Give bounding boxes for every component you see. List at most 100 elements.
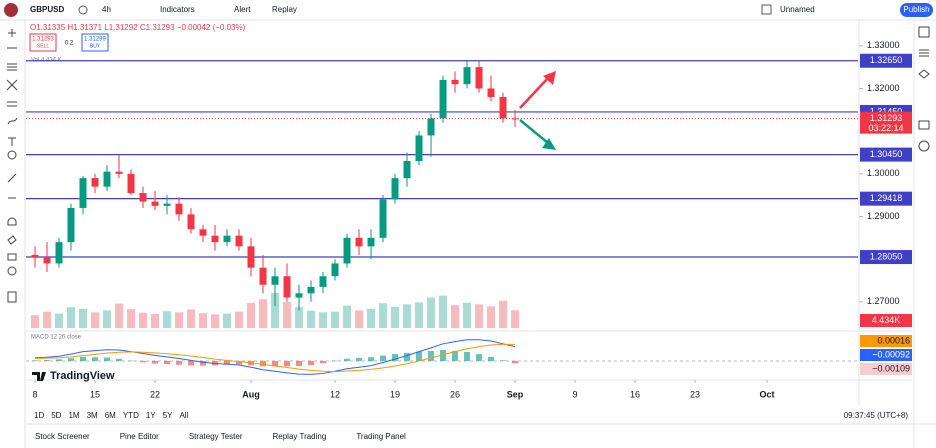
candle-body bbox=[391, 178, 399, 200]
candle-body bbox=[415, 135, 423, 162]
volume-bar bbox=[451, 305, 460, 328]
volume-bar bbox=[127, 309, 136, 328]
level-label-box bbox=[860, 250, 912, 265]
macd-histogram bbox=[80, 356, 87, 361]
macd-histogram bbox=[188, 360, 195, 366]
candle-body bbox=[487, 88, 495, 98]
candle-body bbox=[55, 242, 63, 264]
candle-body bbox=[115, 171, 123, 174]
range-button[interactable]: 1M bbox=[68, 411, 79, 420]
range-button[interactable]: 5D bbox=[51, 411, 61, 420]
checkbox[interactable] bbox=[761, 4, 772, 15]
candle-body bbox=[451, 79, 459, 85]
volume-bar bbox=[307, 310, 316, 328]
countdown: 03:22:14 bbox=[868, 123, 903, 133]
bottom-tab[interactable]: Stock Screener bbox=[35, 432, 90, 441]
volume-bar bbox=[151, 314, 160, 328]
candle-body bbox=[175, 203, 183, 215]
macd-histogram bbox=[428, 350, 435, 361]
volume-bar bbox=[211, 314, 220, 328]
side-tools[interactable] bbox=[918, 26, 930, 152]
bottom-tab[interactable]: Pine Editor bbox=[120, 432, 159, 441]
macd-histogram bbox=[356, 357, 363, 361]
macd-histogram bbox=[164, 360, 171, 365]
add-icon[interactable] bbox=[78, 5, 88, 15]
macd-histogram bbox=[452, 350, 459, 361]
indicators[interactable]: Indicators bbox=[160, 5, 195, 14]
clock: 09:37:45 (UTC+8) bbox=[844, 411, 909, 420]
volume-bar bbox=[115, 303, 124, 328]
candle-body bbox=[463, 67, 471, 85]
x-tick-label: 16 bbox=[630, 389, 640, 399]
candle-body bbox=[295, 293, 303, 298]
volume-bar bbox=[343, 305, 352, 328]
candle-body bbox=[247, 246, 255, 268]
candle-body bbox=[319, 276, 327, 287]
macd-histogram bbox=[284, 360, 291, 367]
volume-bar bbox=[235, 311, 244, 328]
publish-label[interactable]: Publish bbox=[903, 5, 929, 14]
range-button[interactable]: 1D bbox=[34, 411, 44, 420]
candle-body bbox=[103, 171, 111, 187]
range-button[interactable]: 5Y bbox=[163, 411, 173, 420]
buy-button[interactable] bbox=[81, 33, 109, 52]
candle-body bbox=[355, 237, 363, 247]
macd-histogram bbox=[296, 360, 303, 366]
range-button[interactable]: 1Y bbox=[146, 411, 156, 420]
macd-label: −0.00109 bbox=[872, 363, 910, 373]
sell-button[interactable] bbox=[29, 33, 57, 52]
macd-histogram bbox=[392, 354, 399, 361]
layout-name[interactable]: Unnamed bbox=[780, 5, 815, 14]
interval[interactable]: 4h bbox=[102, 5, 111, 14]
down-arrow bbox=[519, 119, 549, 144]
volume-bar bbox=[55, 313, 64, 328]
drawing-tools[interactable] bbox=[6, 29, 18, 303]
range-button[interactable]: All bbox=[179, 411, 188, 420]
candle-body bbox=[187, 214, 195, 230]
macd-label: 0.00016 bbox=[877, 335, 910, 345]
volume-bar bbox=[259, 299, 268, 328]
macd-histogram bbox=[236, 360, 243, 365]
avatar[interactable] bbox=[4, 3, 18, 17]
x-tick-label: 26 bbox=[450, 389, 460, 399]
volume-bar bbox=[499, 300, 508, 328]
macd-label-box bbox=[860, 335, 912, 347]
candle-body bbox=[139, 193, 147, 202]
range-button[interactable]: YTD bbox=[123, 411, 139, 420]
volume-bar bbox=[91, 312, 100, 328]
bottom-tab[interactable]: Replay Trading bbox=[273, 432, 327, 441]
sell-label[interactable]: SELL bbox=[37, 43, 49, 49]
volume-bar bbox=[463, 302, 472, 328]
macd-histogram bbox=[464, 351, 471, 361]
publish-button[interactable] bbox=[900, 3, 933, 17]
volume-bar bbox=[487, 306, 496, 328]
buy-price[interactable]: 1.31299 bbox=[84, 37, 106, 43]
macd-legend: MACD 12 26 close bbox=[31, 335, 82, 341]
bottom-tab[interactable]: Strategy Tester bbox=[189, 432, 243, 441]
top-bar bbox=[0, 0, 936, 20]
macd-histogram bbox=[260, 360, 267, 367]
replay[interactable]: Replay bbox=[272, 5, 297, 14]
range-button[interactable]: 3M bbox=[87, 411, 98, 420]
volume-bar bbox=[391, 306, 400, 328]
range-button[interactable]: 6M bbox=[105, 411, 116, 420]
volume-bar bbox=[247, 302, 256, 328]
macd-histogram bbox=[380, 355, 387, 361]
macd-histogram bbox=[500, 360, 507, 361]
last-price-label: 1.31293 bbox=[870, 113, 903, 123]
sell-price[interactable]: 1.31293 bbox=[32, 37, 54, 43]
candle-body bbox=[475, 67, 483, 89]
macd-histogram bbox=[476, 354, 483, 361]
volume-bar bbox=[175, 312, 184, 328]
bottom-tab[interactable]: Trading Panel bbox=[356, 432, 406, 441]
symbol[interactable]: GBPUSD bbox=[30, 5, 64, 14]
volume-bar bbox=[295, 307, 304, 328]
macd-histogram bbox=[32, 360, 39, 361]
macd-histogram bbox=[416, 351, 423, 361]
buy-label[interactable]: BUY bbox=[90, 43, 101, 49]
alert[interactable]: Alert bbox=[234, 5, 251, 14]
candle-body bbox=[403, 161, 411, 179]
candle-body bbox=[67, 207, 75, 243]
macd-histogram bbox=[488, 356, 495, 361]
macd-histogram bbox=[44, 360, 51, 361]
